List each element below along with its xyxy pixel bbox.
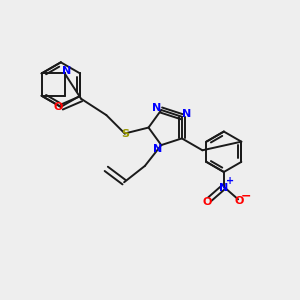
Text: +: +: [226, 176, 235, 187]
Text: N: N: [182, 110, 191, 119]
Text: S: S: [121, 128, 129, 139]
Text: N: N: [153, 144, 162, 154]
Text: O: O: [53, 102, 63, 112]
Text: N: N: [219, 183, 229, 193]
Text: O: O: [235, 196, 244, 206]
Text: O: O: [202, 197, 212, 207]
Text: N: N: [61, 66, 71, 76]
Text: −: −: [241, 189, 252, 202]
Text: N: N: [152, 103, 161, 113]
